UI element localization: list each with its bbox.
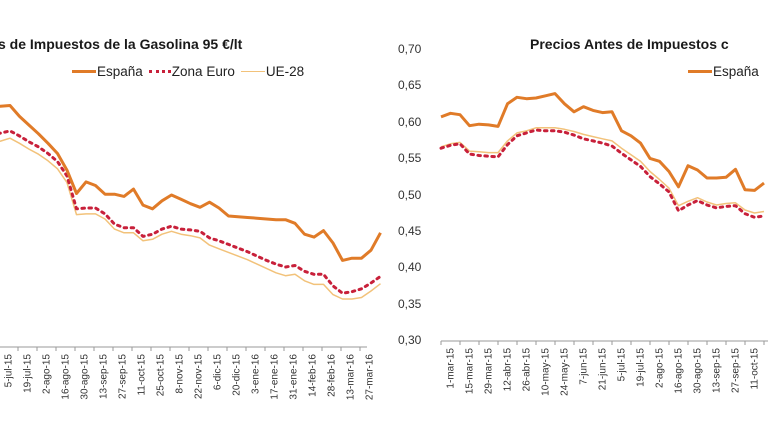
x-tick-label: 11-oct-15 bbox=[750, 348, 761, 390]
legend-label-espana: España bbox=[713, 64, 759, 79]
x-tick-label: 16-ago-15 bbox=[674, 348, 685, 394]
x-tick-label: 17-ene-16 bbox=[270, 354, 281, 400]
x-tick-label: 27-mar-16 bbox=[365, 354, 376, 401]
legend-swatch-ue28 bbox=[240, 71, 265, 72]
y-tick-label: 0,55 bbox=[398, 151, 422, 166]
y-tick-label: 0,50 bbox=[398, 187, 422, 202]
x-tick-label: 16-ago-15 bbox=[61, 354, 72, 400]
x-tick-label: 22-nov-15 bbox=[194, 354, 205, 399]
x-tick-label: 13-sep-15 bbox=[712, 348, 723, 393]
legend-label-ue28: UE-28 bbox=[265, 64, 305, 79]
legend-item-ue28: UE-28 bbox=[240, 64, 305, 79]
left-chart-panel: 5-jul-15 19-jul-15 2-ago-15 16-ago-15 30-ago… bbox=[0, 36, 382, 401]
y-tick-label: 0,65 bbox=[398, 78, 422, 93]
legend-item-espana: España bbox=[688, 64, 759, 79]
x-tick-label: 29-mar-15 bbox=[484, 348, 495, 395]
legend-swatch-espana bbox=[688, 70, 712, 73]
left-chart-title: s de Impuestos de la Gasolina 95 €/lt bbox=[0, 36, 243, 52]
x-tick-label: 24-may-15 bbox=[560, 348, 571, 396]
right-chart-svg: 1-mar-15 15-mar-15 29-mar-15 12-abr-15 26-ab… bbox=[439, 92, 768, 396]
y-tick-label: 0,45 bbox=[398, 223, 422, 238]
x-tick-label: 27-sep-15 bbox=[118, 354, 129, 399]
series-line-ue28 bbox=[0, 137, 381, 300]
x-tick-label: 28-feb-16 bbox=[327, 354, 338, 397]
x-tick-label: 6-dic-15 bbox=[213, 354, 224, 391]
x-tick-label: 19-jul-15 bbox=[23, 354, 34, 393]
left-chart-legend: España Zona Euro UE-28 bbox=[72, 64, 310, 79]
series-line-ue28 bbox=[440, 127, 765, 214]
x-tick-label: 25-oct-15 bbox=[156, 354, 167, 397]
x-tick-label: 2-ago-15 bbox=[42, 354, 53, 394]
y-tick-label: 0,60 bbox=[398, 114, 422, 129]
x-tick-label: 11-oct-15 bbox=[137, 354, 148, 396]
x-tick-label: 12-abr-15 bbox=[503, 348, 514, 392]
x-tick-label: 1-mar-15 bbox=[446, 348, 457, 389]
x-tick-label: 7-jun-15 bbox=[579, 348, 590, 385]
y-tick-label: 0,30 bbox=[398, 333, 422, 347]
x-tick-label: 10-may-15 bbox=[541, 348, 552, 396]
x-tick-label: 26-abr-15 bbox=[522, 348, 533, 392]
right-chart-legend: España bbox=[688, 64, 765, 79]
y-tick-label: 0,40 bbox=[398, 260, 422, 275]
x-tick-label: 19-jul-15 bbox=[636, 348, 647, 387]
legend-item-espana: España bbox=[72, 64, 143, 79]
x-tick-label: 30-ago-15 bbox=[693, 348, 704, 394]
y-tick-label: 0,35 bbox=[398, 296, 422, 311]
x-tick-label: 20-dic-15 bbox=[232, 354, 243, 396]
x-tick-label: 15-mar-15 bbox=[465, 348, 476, 395]
series-line-zona-euro bbox=[0, 129, 382, 295]
x-tick-label: 13-mar-16 bbox=[346, 354, 357, 401]
x-tick-label: 13-sep-15 bbox=[99, 354, 110, 399]
x-tick-label: 3-ene-16 bbox=[251, 354, 262, 394]
legend-label-espana: España bbox=[97, 64, 143, 79]
x-tick-label: 30-ago-15 bbox=[80, 354, 91, 400]
x-tick-label: 5-jul-15 bbox=[4, 354, 15, 388]
y-tick-label: 0,70 bbox=[398, 42, 422, 56]
x-tick-label: 27-sep-15 bbox=[731, 348, 742, 393]
legend-swatch-espana bbox=[72, 70, 96, 73]
left-chart-svg: 5-jul-15 19-jul-15 2-ago-15 16-ago-15 30-ago… bbox=[0, 104, 382, 401]
right-chart-title: Precios Antes de Impuestos c bbox=[530, 36, 729, 52]
series-line-espana bbox=[440, 92, 765, 192]
x-tick-label: 21-jun-15 bbox=[598, 348, 609, 391]
x-tick-label: 2-ago-15 bbox=[655, 348, 666, 388]
series-line-zona-euro bbox=[439, 128, 766, 219]
legend-item-zona-euro: Zona Euro bbox=[148, 64, 235, 79]
right-chart-panel: 1-mar-15 15-mar-15 29-mar-15 12-abr-15 26-ab… bbox=[384, 0, 768, 432]
x-tick-label: 8-nov-15 bbox=[175, 354, 186, 394]
x-tick-label: 31-ene-16 bbox=[289, 354, 300, 400]
series-line-espana bbox=[0, 104, 382, 262]
legend-label-zona-euro: Zona Euro bbox=[171, 64, 235, 79]
x-tick-label: 5-jul-15 bbox=[617, 348, 628, 382]
legend-swatch-zona-euro bbox=[148, 70, 171, 73]
x-tick-label: 14-feb-16 bbox=[308, 354, 319, 397]
